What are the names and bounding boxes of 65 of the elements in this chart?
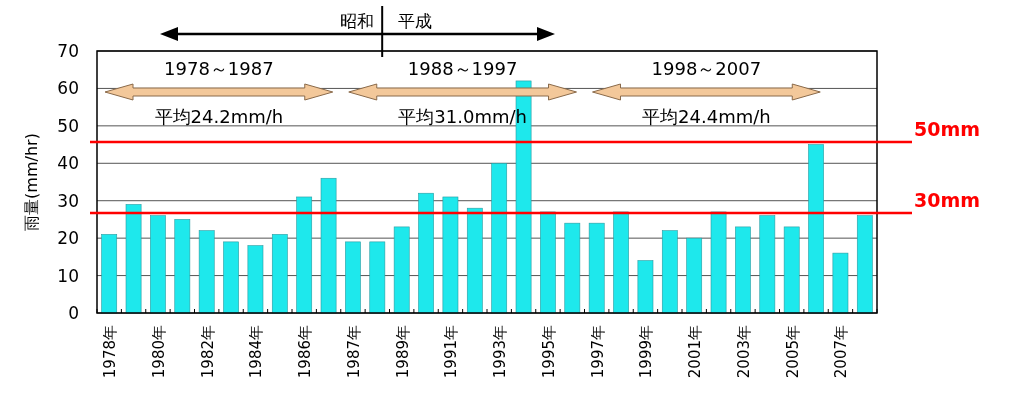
- annotation: 1978～1987: [164, 58, 274, 79]
- text: 昭和: [340, 11, 375, 31]
- y-tick-label: 0: [68, 303, 79, 323]
- bar: [296, 196, 313, 314]
- bar: [637, 260, 654, 314]
- y-tick-label: 10: [57, 265, 79, 286]
- x-tick-label: 2003年: [734, 325, 753, 379]
- bar: [710, 211, 727, 314]
- bar: [783, 226, 800, 314]
- annotation: 平均24.4mm/h: [642, 106, 771, 127]
- x-tick-label: 1986年: [296, 325, 315, 379]
- bar: [735, 226, 751, 314]
- x-tick-label: 1997年: [588, 325, 607, 379]
- x-tick-label: 2001年: [686, 325, 705, 379]
- annotation: 1998～2007: [651, 58, 762, 79]
- y-tick-label: 40: [57, 153, 79, 174]
- bar: [856, 215, 873, 314]
- x-tick-label: 2007年: [832, 325, 851, 379]
- y-axis-title: 雨量(mm/hr): [22, 133, 41, 231]
- x-tick-label: 1999年: [637, 325, 656, 379]
- bar: [345, 241, 361, 314]
- x-tick-label: 1993年: [491, 325, 510, 379]
- bar: [418, 192, 434, 314]
- bar: [174, 219, 191, 314]
- bar: [832, 252, 849, 314]
- x-tick-label: 1982年: [198, 325, 217, 379]
- bar: [320, 177, 337, 314]
- ref-line-label: 50mm: [914, 117, 981, 140]
- bar: [808, 144, 824, 314]
- bar: [466, 207, 483, 314]
- x-tick-label: 2005年: [783, 325, 802, 379]
- bar: [588, 222, 605, 314]
- bar: [613, 211, 629, 314]
- annotation: 1988～1997: [407, 58, 518, 79]
- y-tick-label: 30: [57, 190, 79, 211]
- bar: [661, 230, 678, 314]
- bar: [223, 241, 239, 314]
- text: 平成: [398, 11, 433, 31]
- bar: [369, 241, 386, 314]
- bar: [491, 162, 508, 314]
- x-tick-label: 1995年: [539, 325, 558, 379]
- x-tick-label: 1984年: [247, 325, 266, 379]
- bar: [101, 234, 118, 314]
- x-tick-label: 1987年: [344, 325, 363, 379]
- x-tick-label: 1991年: [442, 325, 461, 379]
- annotation: 平均24.2mm/h: [154, 106, 284, 127]
- x-tick-label: 1978年: [101, 325, 120, 379]
- y-tick-label: 60: [57, 78, 79, 99]
- bar: [686, 237, 703, 314]
- bar: [564, 222, 581, 314]
- bar: [198, 230, 215, 314]
- y-tick-label: 20: [57, 228, 79, 249]
- y-tick-label: 50: [57, 115, 79, 136]
- bar: [393, 226, 410, 314]
- bar: [125, 204, 142, 314]
- bar: [271, 234, 288, 314]
- bar: [442, 196, 459, 314]
- x-tick-label: 1980年: [149, 325, 168, 379]
- ref-line-label: 30mm: [914, 189, 981, 212]
- x-tick-label: 1989年: [393, 325, 412, 379]
- bar: [540, 211, 556, 314]
- bar: [247, 245, 264, 314]
- bar: [759, 215, 776, 314]
- y-tick-label: 70: [57, 41, 79, 61]
- bar: [150, 215, 166, 314]
